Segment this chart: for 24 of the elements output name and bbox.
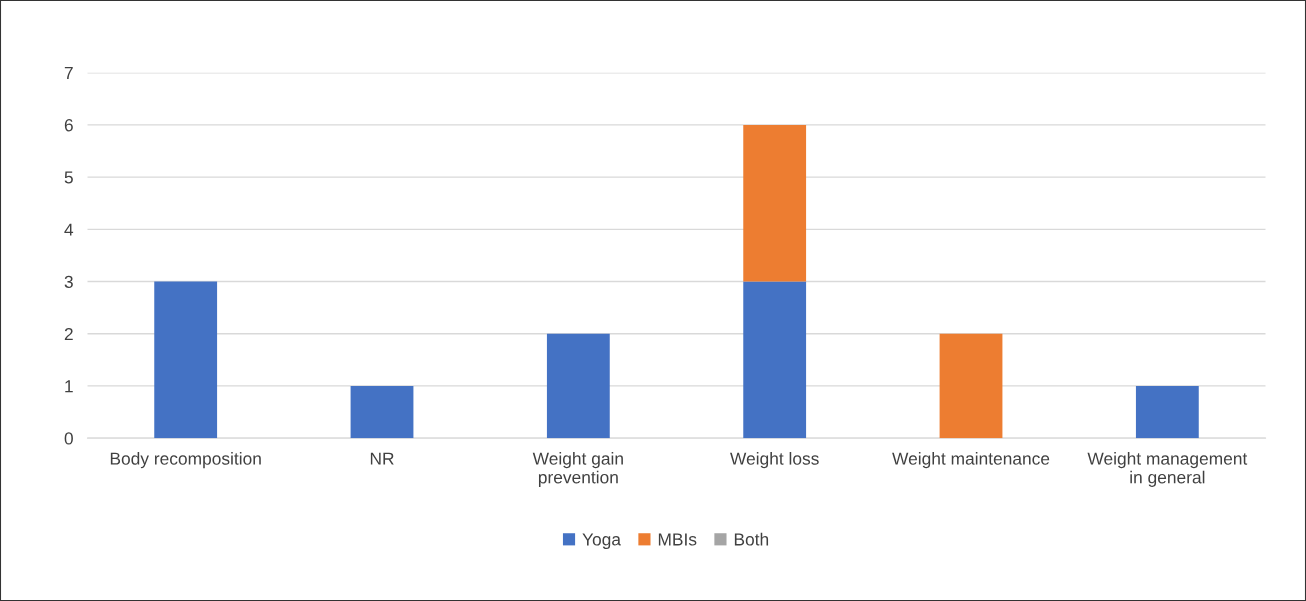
bar [546, 333, 610, 439]
x-tick-label: Weight gain prevention [532, 452, 623, 487]
legend-label: Yoga [582, 533, 621, 549]
y-tick-label: 2 [64, 327, 73, 341]
bar [939, 333, 1003, 439]
y-tick-label: 0 [64, 432, 73, 445]
y-tick-label: 7 [64, 67, 73, 80]
y-tick-label: 1 [65, 380, 73, 393]
legend-label: Both [734, 532, 769, 546]
x-tick-label: Weight management in general [1087, 452, 1248, 487]
bar [743, 281, 807, 439]
y-tick-label: 3 [64, 275, 73, 288]
bar [154, 281, 218, 439]
x-tick-label: Weight maintenance [892, 452, 1050, 469]
legend-label: MBIs [658, 533, 697, 546]
bar [1135, 385, 1199, 439]
x-tick-label: Weight loss [730, 452, 819, 469]
bar [743, 124, 807, 282]
y-tick-label: 5 [64, 171, 73, 184]
y-tick-label: 6 [64, 119, 73, 132]
bar [350, 385, 414, 439]
y-tick-label: 4 [64, 223, 74, 236]
x-tick-label: NR [370, 452, 394, 465]
x-tick-label: Body recomposition [110, 452, 261, 469]
